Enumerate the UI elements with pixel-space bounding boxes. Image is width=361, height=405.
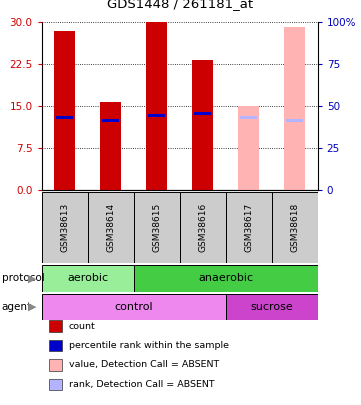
Bar <box>42 294 226 320</box>
Text: rank, Detection Call = ABSENT: rank, Detection Call = ABSENT <box>69 380 214 389</box>
Text: ▶: ▶ <box>27 273 36 283</box>
Text: percentile rank within the sample: percentile rank within the sample <box>69 341 229 350</box>
Bar <box>54 31 75 190</box>
Bar <box>134 192 180 263</box>
Bar <box>42 265 134 292</box>
Text: GSM38618: GSM38618 <box>290 203 299 252</box>
Text: anaerobic: anaerobic <box>198 273 253 283</box>
Text: GDS1448 / 261181_at: GDS1448 / 261181_at <box>108 0 253 10</box>
Text: agent: agent <box>2 302 32 312</box>
Text: sucrose: sucrose <box>250 302 293 312</box>
Bar <box>240 116 257 119</box>
Text: GSM38614: GSM38614 <box>106 203 115 252</box>
Bar <box>100 102 121 190</box>
Bar <box>42 192 88 263</box>
Bar <box>180 192 226 263</box>
Text: count: count <box>69 322 96 330</box>
Bar <box>194 112 212 115</box>
Bar <box>284 27 305 190</box>
Text: ▶: ▶ <box>27 302 36 312</box>
Bar <box>286 119 304 122</box>
Text: GSM38617: GSM38617 <box>244 203 253 252</box>
Bar <box>226 294 318 320</box>
Text: control: control <box>114 302 153 312</box>
Bar <box>102 119 119 122</box>
Bar <box>88 192 134 263</box>
Text: GSM38613: GSM38613 <box>60 203 69 252</box>
Bar <box>238 107 259 190</box>
Bar <box>134 265 318 292</box>
Bar <box>148 114 165 117</box>
Bar <box>192 60 213 190</box>
Bar <box>226 192 272 263</box>
Text: GSM38616: GSM38616 <box>198 203 207 252</box>
Bar <box>56 116 73 119</box>
Text: value, Detection Call = ABSENT: value, Detection Call = ABSENT <box>69 360 219 369</box>
Text: GSM38615: GSM38615 <box>152 203 161 252</box>
Text: protocol: protocol <box>2 273 44 283</box>
Bar <box>272 192 318 263</box>
Text: aerobic: aerobic <box>67 273 108 283</box>
Bar <box>146 22 167 190</box>
